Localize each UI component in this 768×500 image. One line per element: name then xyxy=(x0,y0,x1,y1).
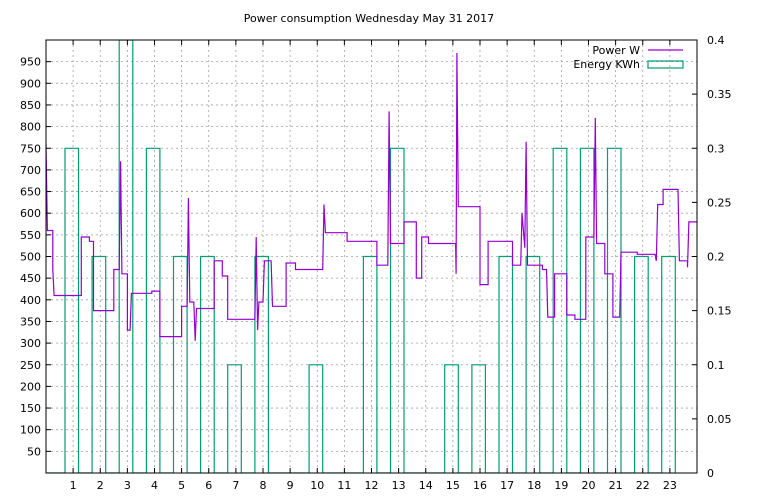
y2-tick-label: 0 xyxy=(707,467,714,480)
x-tick-label: 12 xyxy=(365,479,379,492)
y-tick-label: 250 xyxy=(20,359,41,372)
x-tick-label: 10 xyxy=(310,479,324,492)
y-tick-label: 200 xyxy=(20,380,41,393)
y-tick-label: 50 xyxy=(27,445,41,458)
y-tick-label: 650 xyxy=(20,186,41,199)
x-tick-label: 16 xyxy=(473,479,487,492)
y-tick-label: 400 xyxy=(20,294,41,307)
y-tick-label: 300 xyxy=(20,337,41,350)
chart-title: Power consumption Wednesday May 31 2017 xyxy=(244,12,494,25)
x-tick-label: 17 xyxy=(500,479,514,492)
y-tick-label: 500 xyxy=(20,251,41,264)
axes: 1 2 3 4 5 6 7 8 9 10 11 12 13 14 15 16 17 18 19 20 21 22 23501… xyxy=(20,34,732,492)
x-tick-label: 15 xyxy=(446,479,460,492)
y-tick-label: 350 xyxy=(20,315,41,328)
y2-tick-label: 0.2 xyxy=(707,251,725,264)
x-tick-label: 19 xyxy=(554,479,568,492)
y-tick-label: 750 xyxy=(20,142,41,155)
energy-series xyxy=(46,40,676,473)
power-series xyxy=(46,52,697,341)
energy-line xyxy=(46,40,676,473)
y2-tick-label: 0.1 xyxy=(707,359,725,372)
x-tick-label: 18 xyxy=(527,479,541,492)
x-tick-label: 21 xyxy=(609,479,623,492)
x-tick-label: 2 xyxy=(97,479,104,492)
x-tick-label: 4 xyxy=(151,479,158,492)
x-tick-label: 6 xyxy=(205,479,212,492)
y-tick-label: 700 xyxy=(20,164,41,177)
x-tick-label: 20 xyxy=(582,479,596,492)
y2-tick-label: 0.25 xyxy=(707,196,732,209)
power-line xyxy=(46,52,697,341)
legend-swatch-energy xyxy=(647,60,684,69)
x-tick-label: 13 xyxy=(392,479,406,492)
y-tick-label: 950 xyxy=(20,56,41,69)
y-tick-label: 450 xyxy=(20,272,41,285)
x-tick-label: 7 xyxy=(232,479,239,492)
y2-tick-label: 0.15 xyxy=(707,305,732,318)
y-tick-label: 850 xyxy=(20,99,41,112)
y2-tick-label: 0.35 xyxy=(707,88,732,101)
legend-label-energy: Energy KWh xyxy=(573,58,640,71)
y-tick-label: 800 xyxy=(20,121,41,134)
y2-tick-label: 0.05 xyxy=(707,413,732,426)
x-tick-label: 5 xyxy=(178,479,185,492)
y-tick-label: 600 xyxy=(20,207,41,220)
y-tick-label: 100 xyxy=(20,424,41,437)
y2-tick-label: 0.3 xyxy=(707,142,725,155)
y2-tick-label: 0.4 xyxy=(707,34,725,47)
x-tick-label: 23 xyxy=(663,479,677,492)
y-tick-label: 550 xyxy=(20,229,41,242)
x-tick-label: 11 xyxy=(337,479,351,492)
grid xyxy=(46,40,697,473)
y-tick-label: 150 xyxy=(20,402,41,415)
y-tick-label: 900 xyxy=(20,77,41,90)
x-tick-label: 3 xyxy=(124,479,131,492)
x-tick-label: 22 xyxy=(636,479,650,492)
legend-label-power: Power W xyxy=(592,44,640,57)
x-tick-label: 8 xyxy=(260,479,267,492)
legend: Power W Energy KWh xyxy=(573,44,684,71)
x-tick-label: 9 xyxy=(287,479,294,492)
x-tick-label: 1 xyxy=(70,479,77,492)
x-tick-label: 14 xyxy=(419,479,433,492)
